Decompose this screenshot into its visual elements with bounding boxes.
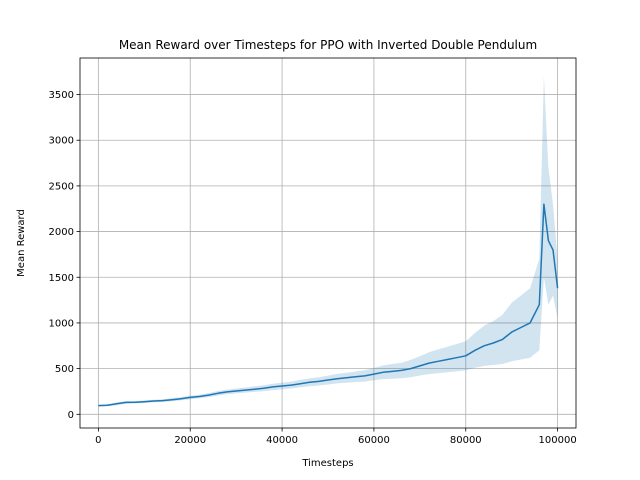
x-tick-label: 0 [95, 435, 101, 446]
y-axis-ticks: 0 500 1000 1500 2000 2500 3000 3500 [49, 90, 80, 421]
x-tick-label: 80000 [450, 435, 482, 446]
x-tick-label: 20000 [174, 435, 206, 446]
y-tick-label: 1000 [49, 318, 74, 329]
axes-frame [79, 57, 577, 429]
x-axis-ticks: 0 20000 40000 60000 80000 100000 [95, 428, 577, 446]
x-tick-label: 60000 [358, 435, 390, 446]
x-axis-label: Timesteps [301, 458, 353, 469]
y-tick-label: 3500 [49, 90, 74, 101]
y-tick-label: 500 [55, 364, 74, 375]
y-tick-label: 2500 [49, 181, 74, 192]
chart-title: Mean Reward over Timesteps for PPO with … [119, 38, 537, 52]
y-tick-label: 1500 [49, 273, 74, 284]
x-tick-label: 100000 [539, 435, 577, 446]
y-axis-label: Mean Reward [16, 209, 27, 277]
y-tick-label: 0 [68, 410, 74, 421]
confidence-band [98, 76, 558, 407]
mean-reward-line [98, 203, 559, 407]
series-layer [98, 76, 559, 407]
y-tick-label: 3000 [49, 136, 74, 147]
y-tick-label: 2000 [49, 227, 74, 238]
x-tick-label: 40000 [266, 435, 298, 446]
grid-lines [80, 58, 576, 428]
